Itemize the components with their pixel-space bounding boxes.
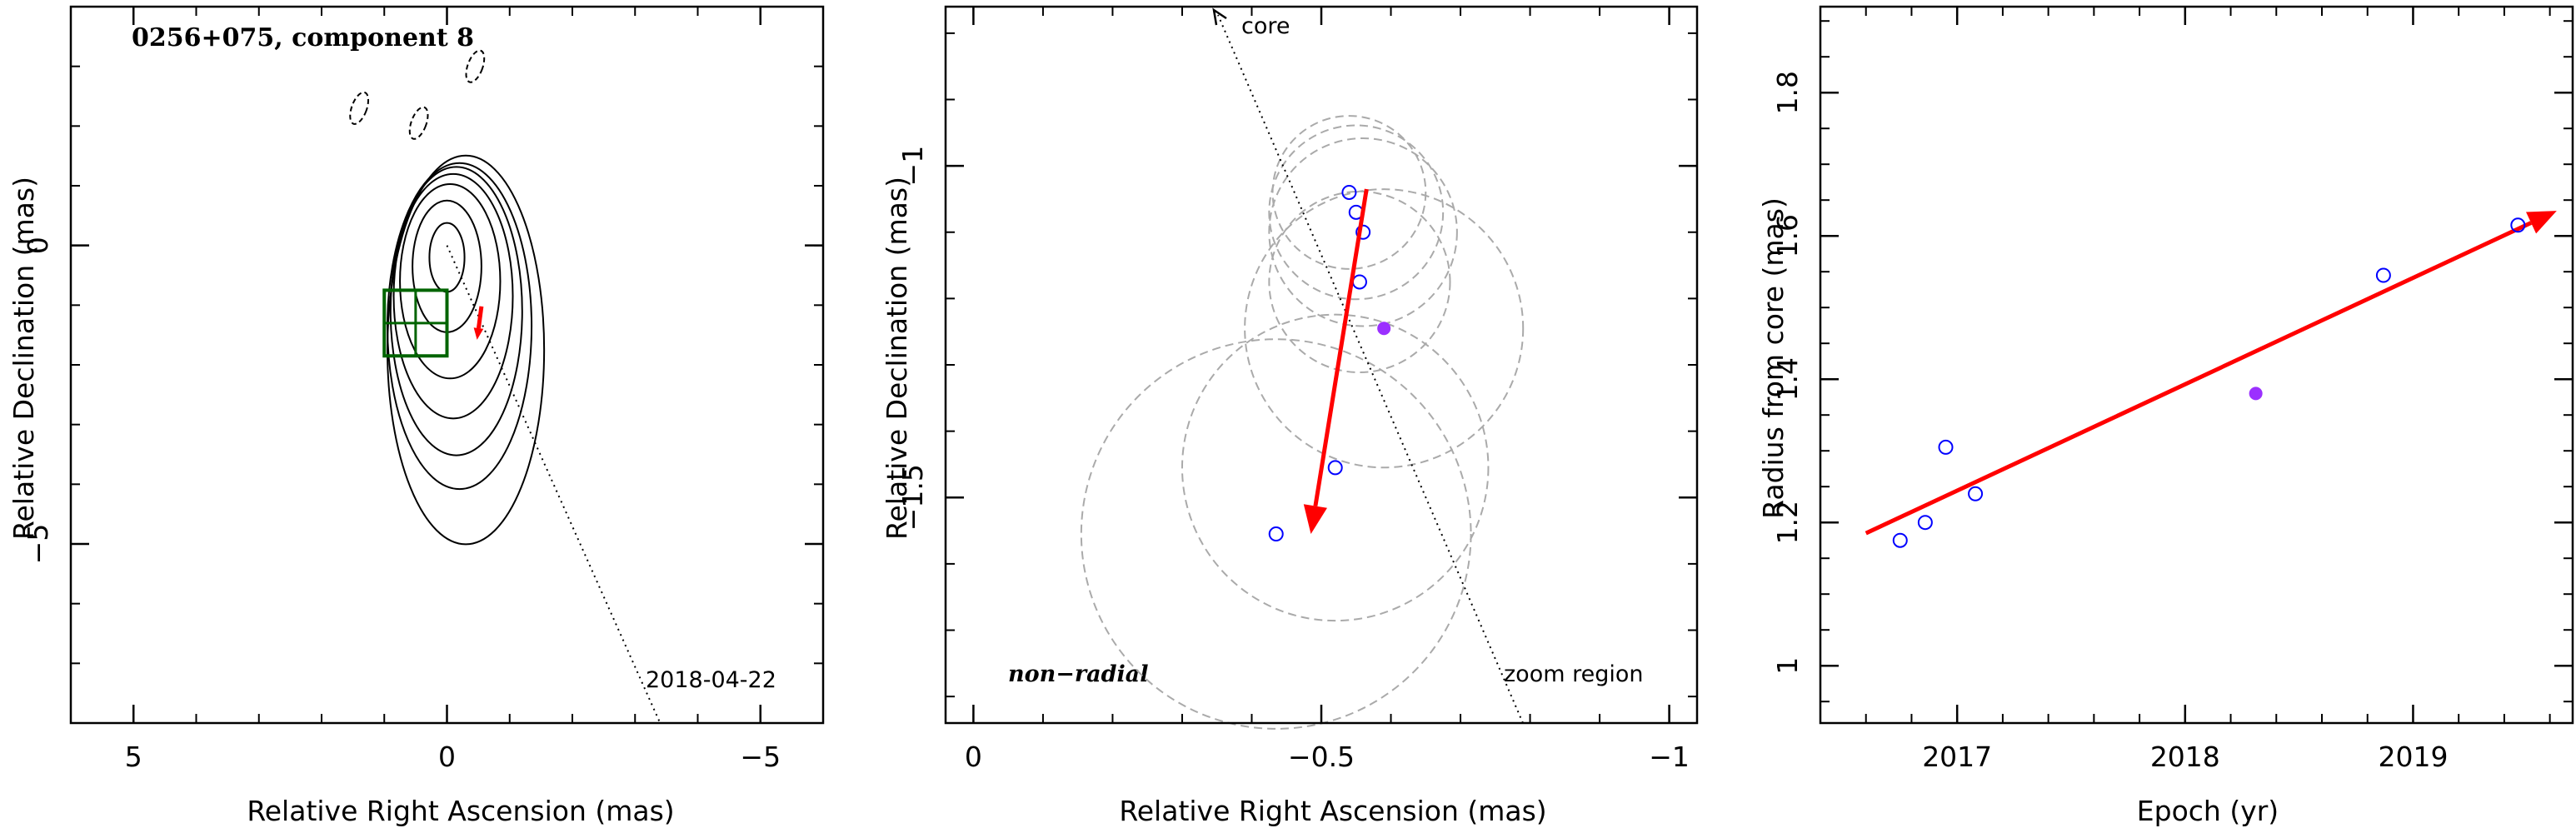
radius-x-tick-label: 2017 [1922, 741, 1992, 773]
uncertainty-circle [1268, 190, 1451, 374]
uncertainty-circle [1244, 188, 1525, 469]
fit-arrow-shaft [1865, 221, 2533, 536]
contour-line [389, 166, 523, 456]
epoch-point [1351, 274, 1367, 290]
current-epoch-point [1377, 322, 1391, 336]
uncertainty-circle [1268, 124, 1445, 301]
uncertainty-circle [1181, 313, 1490, 622]
zoom-frame [944, 5, 1699, 725]
radius-y-axis-label: Radius from core (mas) [1757, 197, 1790, 519]
zoom-y-tick-label: −1.5 [896, 464, 929, 531]
zoom-y-tick-label: −1 [896, 146, 929, 187]
epoch-point [2375, 267, 2391, 283]
uncertainty-circle [1268, 137, 1458, 327]
radius-x-tick-label: 2019 [2378, 741, 2448, 773]
epoch-point [1327, 460, 1343, 476]
map-motion-arrow-head [473, 327, 484, 340]
zoom-region-label: zoom region [1504, 661, 1643, 687]
zoom-motion-arrow-head [1303, 504, 1327, 535]
epoch-point [1938, 439, 1954, 455]
core-arrowhead [1212, 7, 1227, 26]
epoch-point [1341, 184, 1357, 200]
map-x-tick-label: 0 [438, 741, 456, 773]
map-y-tick-label: −5 [22, 524, 54, 565]
contour-line [387, 154, 546, 546]
fit-arrow-head [2525, 211, 2557, 234]
epoch-point [1268, 526, 1284, 542]
motion-label: non−radial [1008, 661, 1149, 687]
zoom-x-axis-label: Relative Right Ascension (mas) [1119, 795, 1546, 827]
radius-y-tick-label: 1.8 [1771, 71, 1804, 114]
radius-y-tick-label: 1.4 [1771, 357, 1804, 401]
map-y-tick-label: 0 [22, 237, 54, 254]
radius-x-tick-label: 2018 [2150, 741, 2220, 773]
zoom-x-tick-label: −0.5 [1288, 741, 1355, 773]
radius-panel: Epoch (yr) Radius from core (mas) 2017 20… [1757, 5, 2574, 827]
zoom-panel: core non−radial zoom region Relative Rig… [881, 5, 1699, 827]
current-epoch-point [2249, 387, 2263, 401]
contour-line [392, 172, 514, 420]
contour-map-panel: 0256+075, component 8 2018-04-22 Relativ… [7, 5, 825, 827]
negative-contour [408, 106, 429, 140]
radius-y-tick-label: 1.6 [1771, 214, 1804, 257]
zoom-y-axis-label: Relative Declination (mas) [881, 177, 913, 540]
negative-contour [465, 49, 486, 83]
map-x-axis-label: Relative Right Ascension (mas) [247, 795, 674, 827]
negative-contour [349, 91, 370, 125]
zoom-x-tick-label: −1 [1649, 741, 1690, 773]
map-title: 0256+075, component 8 [132, 23, 474, 52]
map-x-tick-label: −5 [740, 741, 781, 773]
epoch-point [2510, 217, 2526, 233]
map-motion-arrow-shaft [476, 306, 484, 329]
map-y-axis-label: Relative Declination (mas) [7, 177, 40, 540]
epoch-point [1355, 224, 1371, 240]
radius-y-tick-label: 1 [1771, 657, 1804, 675]
map-frame [69, 5, 825, 725]
radius-y-tick-label: 1.2 [1771, 501, 1804, 544]
uncertainty-circle [1080, 338, 1472, 730]
radius-x-axis-label: Epoch (yr) [2137, 795, 2279, 827]
core-direction-line [1217, 14, 1524, 724]
zoom-x-tick-label: 0 [965, 741, 982, 773]
epoch-label: 2018-04-22 [646, 667, 776, 693]
uncertainty-circle [1271, 115, 1427, 270]
core-label: core [1241, 13, 1290, 39]
zoom-motion-arrow-shaft [1313, 188, 1369, 506]
map-x-tick-label: 5 [125, 741, 142, 773]
epoch-point [1968, 486, 1984, 501]
contour-line [399, 183, 502, 380]
radius-frame [1819, 5, 2574, 725]
epoch-point [1892, 532, 1908, 548]
contour-line [428, 222, 466, 293]
epoch-point [1917, 515, 1933, 531]
